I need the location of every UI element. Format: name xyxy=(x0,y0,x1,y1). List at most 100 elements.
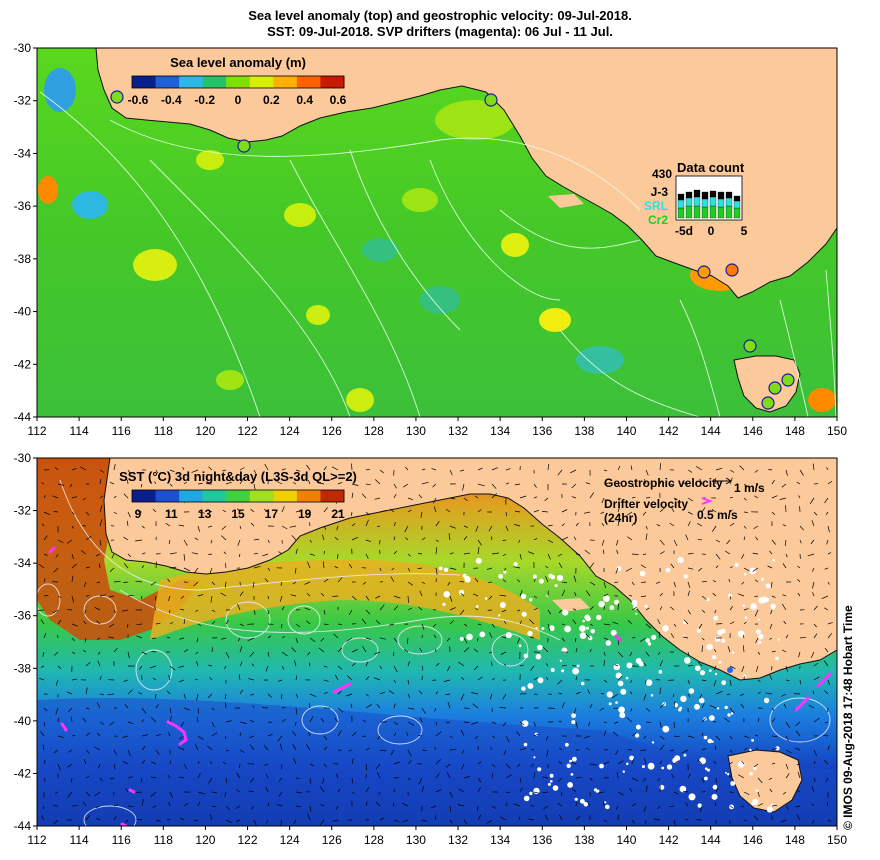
velocity-arrow xyxy=(320,786,325,793)
velocity-arrow xyxy=(71,553,74,560)
velocity-arrow xyxy=(477,637,479,642)
velocity-arrow xyxy=(208,777,213,784)
velocity-arrow xyxy=(239,721,247,724)
velocity-arrow xyxy=(753,525,759,529)
cloud-speck xyxy=(639,570,646,577)
cloud-speck xyxy=(521,593,527,600)
velocity-arrow xyxy=(698,623,703,629)
x-tick-label: 132 xyxy=(448,833,468,847)
velocity-arrow xyxy=(697,759,703,765)
velocity-arrow xyxy=(267,635,272,639)
velocity-arrow xyxy=(419,717,423,723)
velocity-arrow xyxy=(166,818,171,821)
velocity-arrow xyxy=(197,772,201,779)
cloud-speck xyxy=(751,739,754,742)
velocity-arrow xyxy=(211,805,217,808)
velocity-arrow xyxy=(322,777,325,784)
velocity-arrow xyxy=(771,495,778,499)
velocity-arrow xyxy=(391,567,395,571)
velocity-arrow xyxy=(308,731,311,737)
velocity-arrow xyxy=(211,620,216,625)
velocity-arrow xyxy=(729,566,733,569)
velocity-arrow xyxy=(127,553,132,558)
velocity-arrow xyxy=(99,777,104,782)
velocity-arrow xyxy=(673,539,678,547)
cloud-speck xyxy=(523,795,530,802)
x-tick-label: 138 xyxy=(574,833,594,847)
x-tick-label: 120 xyxy=(195,833,215,847)
velocity-arrow xyxy=(84,637,87,643)
velocity-arrow xyxy=(393,761,401,765)
velocity-arrow xyxy=(225,749,230,752)
cloud-speck xyxy=(743,572,747,576)
velocity-arrow xyxy=(561,623,566,626)
velocity-arrow xyxy=(109,721,115,726)
data-count-bar xyxy=(717,198,725,208)
velocity-arrow xyxy=(795,805,801,808)
velocity-arrow xyxy=(432,497,437,504)
velocity-arrow xyxy=(585,633,591,639)
velocity-arrow xyxy=(295,675,298,681)
velocity-arrow xyxy=(85,535,92,541)
velocity-arrow xyxy=(323,578,329,583)
colorbar-segment xyxy=(320,490,345,502)
velocity-arrow xyxy=(351,492,354,499)
velocity-arrow xyxy=(98,563,101,569)
velocity-arrow xyxy=(785,469,788,476)
velocity-arrow xyxy=(630,707,633,712)
velocity-arrow xyxy=(584,549,591,555)
velocity-arrow xyxy=(645,707,651,712)
velocity-arrow xyxy=(631,758,635,765)
velocity-arrow xyxy=(754,595,759,598)
colorbar-tick-label: 19 xyxy=(298,507,312,521)
x-tick-label: 122 xyxy=(238,833,258,847)
velocity-arrow xyxy=(337,788,341,793)
velocity-arrow xyxy=(516,579,521,583)
velocity-arrow xyxy=(265,819,269,824)
cloud-speck xyxy=(505,632,512,639)
velocity-arrow xyxy=(85,749,90,754)
colorbar-tick-label: 0.4 xyxy=(296,93,313,107)
velocity-arrow xyxy=(557,469,563,476)
velocity-arrow xyxy=(421,623,425,630)
velocity-arrow xyxy=(209,813,213,821)
velocity-arrow xyxy=(477,539,482,546)
velocity-arrow xyxy=(168,539,171,545)
cloud-speck xyxy=(727,593,733,598)
cloud-speck xyxy=(620,688,627,695)
velocity-arrow xyxy=(337,647,343,653)
velocity-arrow xyxy=(41,523,45,527)
velocity-arrow xyxy=(477,814,482,821)
velocity-arrow xyxy=(178,679,185,683)
velocity-arrow xyxy=(407,760,412,765)
velocity-arrow xyxy=(40,665,45,668)
x-tick-label: 128 xyxy=(364,833,384,847)
velocity-arrow xyxy=(699,805,703,812)
velocity-arrow xyxy=(757,651,761,655)
cloud-speck xyxy=(518,644,522,648)
geostrophic-velocity-arrows xyxy=(37,463,833,826)
velocity-arrow xyxy=(449,497,456,500)
velocity-arrow xyxy=(583,511,591,514)
velocity-arrow xyxy=(544,814,549,821)
velocity-arrow xyxy=(435,759,441,765)
x-tick-label: 142 xyxy=(659,833,679,847)
velocity-arrow xyxy=(575,676,578,681)
velocity-arrow xyxy=(571,483,577,489)
velocity-arrow xyxy=(141,799,144,807)
velocity-arrow xyxy=(276,480,283,485)
velocity-arrow xyxy=(376,772,381,779)
velocity-arrow xyxy=(781,693,787,697)
cloud-speck xyxy=(665,567,671,573)
velocity-arrow xyxy=(179,817,185,821)
cloud-speck xyxy=(569,759,573,763)
velocity-arrow xyxy=(533,537,538,541)
cloud-speck xyxy=(549,773,554,778)
velocity-arrow xyxy=(697,661,703,667)
velocity-arrow xyxy=(167,578,171,583)
cloud-speck xyxy=(619,712,626,719)
velocity-arrow xyxy=(765,692,773,695)
data-count-bars xyxy=(677,189,741,219)
velocity-arrow xyxy=(281,707,286,709)
velocity-arrow xyxy=(141,565,145,569)
